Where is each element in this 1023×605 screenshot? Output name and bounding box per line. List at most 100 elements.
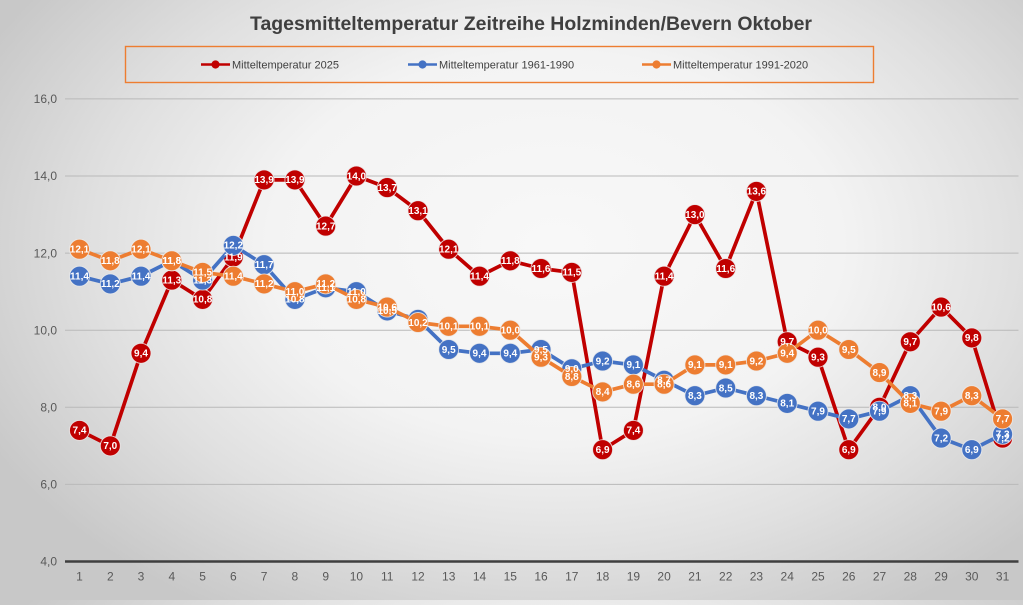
svg-text:6,9: 6,9 <box>596 445 610 456</box>
svg-text:4,0: 4,0 <box>40 555 57 569</box>
svg-text:6,9: 6,9 <box>965 445 979 456</box>
svg-text:7,9: 7,9 <box>811 407 825 418</box>
svg-text:11: 11 <box>381 570 394 584</box>
svg-text:16: 16 <box>534 570 548 584</box>
svg-text:14,0: 14,0 <box>34 169 58 183</box>
svg-text:10,2: 10,2 <box>408 318 428 329</box>
svg-text:16,0: 16,0 <box>34 92 58 106</box>
svg-text:8,6: 8,6 <box>657 380 671 391</box>
svg-text:8,3: 8,3 <box>965 391 979 402</box>
svg-text:Mitteltemperatur 2025: Mitteltemperatur 2025 <box>232 59 339 71</box>
svg-text:11,2: 11,2 <box>316 279 335 290</box>
svg-text:11,1: 11,1 <box>316 283 335 294</box>
svg-text:13,6: 13,6 <box>747 187 767 198</box>
svg-text:9,4: 9,4 <box>473 349 487 360</box>
svg-text:11,3: 11,3 <box>193 275 212 286</box>
svg-text:8,3: 8,3 <box>903 391 917 402</box>
svg-text:11,8: 11,8 <box>501 256 520 267</box>
svg-text:13,9: 13,9 <box>285 175 305 186</box>
svg-text:12,1: 12,1 <box>131 245 151 256</box>
svg-text:17: 17 <box>565 570 579 584</box>
svg-text:12,0: 12,0 <box>34 246 58 260</box>
svg-text:10: 10 <box>350 570 364 584</box>
svg-text:13,0: 13,0 <box>685 210 705 221</box>
svg-text:3: 3 <box>138 570 145 584</box>
svg-text:9,7: 9,7 <box>903 337 917 348</box>
svg-text:12,7: 12,7 <box>316 221 336 232</box>
svg-text:11,8: 11,8 <box>162 256 181 267</box>
svg-text:7,0: 7,0 <box>103 441 117 452</box>
svg-text:9,4: 9,4 <box>134 349 148 360</box>
svg-text:9,5: 9,5 <box>842 345 856 356</box>
svg-text:11,6: 11,6 <box>532 264 551 275</box>
svg-text:4: 4 <box>168 570 175 584</box>
svg-text:6: 6 <box>230 570 237 584</box>
svg-text:10,8: 10,8 <box>193 295 213 306</box>
svg-text:30: 30 <box>965 570 979 584</box>
svg-text:18: 18 <box>596 570 610 584</box>
svg-text:28: 28 <box>904 570 918 584</box>
svg-text:13,9: 13,9 <box>254 175 274 186</box>
svg-text:22: 22 <box>719 570 733 584</box>
svg-text:11,0: 11,0 <box>347 287 366 298</box>
svg-text:9,3: 9,3 <box>811 353 825 364</box>
svg-text:9,2: 9,2 <box>596 356 610 367</box>
svg-text:12,1: 12,1 <box>439 245 459 256</box>
svg-text:20: 20 <box>657 570 671 584</box>
svg-text:7,3: 7,3 <box>996 430 1010 441</box>
svg-text:2: 2 <box>107 570 114 584</box>
svg-text:8,8: 8,8 <box>565 372 579 383</box>
svg-text:6,9: 6,9 <box>842 445 856 456</box>
svg-text:9,5: 9,5 <box>534 345 548 356</box>
svg-text:31: 31 <box>996 570 1010 584</box>
svg-text:9,4: 9,4 <box>780 349 794 360</box>
svg-text:10,1: 10,1 <box>439 322 459 333</box>
svg-text:11,8: 11,8 <box>162 256 181 267</box>
svg-text:9,7: 9,7 <box>780 337 794 348</box>
svg-text:9,4: 9,4 <box>503 349 517 360</box>
svg-text:7,2: 7,2 <box>934 433 948 444</box>
svg-text:11,7: 11,7 <box>255 260 274 271</box>
svg-text:9,3: 9,3 <box>534 353 548 364</box>
svg-text:8,3: 8,3 <box>688 391 702 402</box>
svg-text:11,9: 11,9 <box>224 252 243 263</box>
svg-text:11,4: 11,4 <box>655 272 674 283</box>
svg-text:8,1: 8,1 <box>903 399 917 410</box>
svg-text:11,2: 11,2 <box>255 279 274 290</box>
svg-text:9,2: 9,2 <box>749 356 763 367</box>
svg-text:7,7: 7,7 <box>996 414 1010 425</box>
svg-text:10,5: 10,5 <box>377 306 397 317</box>
svg-text:10,0: 10,0 <box>808 326 828 337</box>
svg-text:11,0: 11,0 <box>285 287 304 298</box>
svg-text:26: 26 <box>842 570 856 584</box>
svg-text:11,6: 11,6 <box>716 264 735 275</box>
svg-text:25: 25 <box>811 570 825 584</box>
svg-text:7,7: 7,7 <box>842 414 856 425</box>
svg-text:8,6: 8,6 <box>626 380 640 391</box>
svg-text:29: 29 <box>934 570 948 584</box>
svg-text:5: 5 <box>199 570 206 584</box>
svg-text:1: 1 <box>76 570 83 584</box>
svg-text:8,5: 8,5 <box>719 383 733 394</box>
svg-text:23: 23 <box>750 570 764 584</box>
svg-text:8,4: 8,4 <box>596 387 610 398</box>
svg-text:9,8: 9,8 <box>965 333 979 344</box>
svg-text:12: 12 <box>411 570 425 584</box>
svg-text:9,1: 9,1 <box>688 360 702 371</box>
svg-text:9: 9 <box>322 570 329 584</box>
svg-text:10,1: 10,1 <box>470 322 490 333</box>
svg-text:19: 19 <box>627 570 641 584</box>
svg-text:7,9: 7,9 <box>934 407 948 418</box>
svg-text:8,0: 8,0 <box>40 401 57 415</box>
svg-text:8,1: 8,1 <box>780 399 794 410</box>
svg-text:21: 21 <box>688 570 702 584</box>
svg-text:9,5: 9,5 <box>442 345 456 356</box>
svg-text:10,0: 10,0 <box>34 323 58 337</box>
svg-text:10,8: 10,8 <box>347 295 367 306</box>
svg-text:10,0: 10,0 <box>501 326 521 337</box>
svg-text:12,1: 12,1 <box>70 245 90 256</box>
svg-text:9,1: 9,1 <box>626 360 640 371</box>
svg-text:24: 24 <box>781 570 795 584</box>
svg-text:7,4: 7,4 <box>73 426 87 437</box>
svg-text:10,6: 10,6 <box>931 302 951 313</box>
